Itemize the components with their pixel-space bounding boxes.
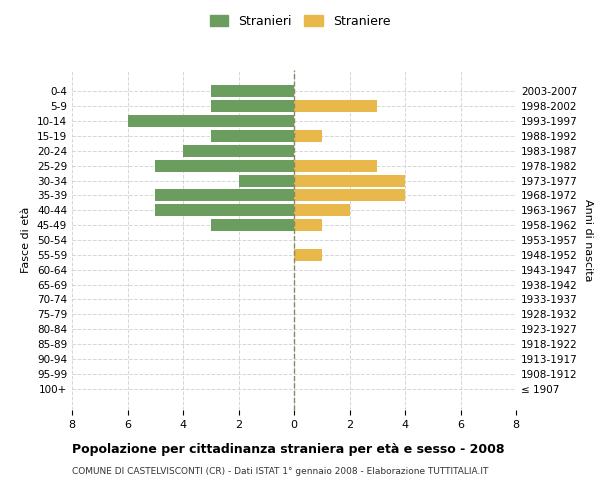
Bar [183, 145, 294, 157]
Bar [128, 115, 294, 127]
Bar [294, 219, 322, 231]
Text: COMUNE DI CASTELVISCONTI (CR) - Dati ISTAT 1° gennaio 2008 - Elaborazione TUTTIT: COMUNE DI CASTELVISCONTI (CR) - Dati IST… [72, 468, 488, 476]
Bar [155, 160, 294, 172]
Bar [294, 204, 350, 216]
Bar [294, 249, 322, 261]
Bar [294, 190, 405, 202]
Bar [211, 219, 294, 231]
Text: Popolazione per cittadinanza straniera per età e sesso - 2008: Popolazione per cittadinanza straniera p… [72, 442, 505, 456]
Bar [294, 174, 405, 186]
Bar [239, 174, 294, 186]
Legend: Stranieri, Straniere: Stranieri, Straniere [206, 11, 394, 32]
Bar [294, 100, 377, 112]
Bar [211, 100, 294, 112]
Bar [211, 130, 294, 142]
Bar [155, 190, 294, 202]
Bar [294, 160, 377, 172]
Y-axis label: Anni di nascita: Anni di nascita [583, 198, 593, 281]
Bar [155, 204, 294, 216]
Y-axis label: Fasce di età: Fasce di età [22, 207, 31, 273]
Bar [211, 86, 294, 98]
Bar [294, 130, 322, 142]
